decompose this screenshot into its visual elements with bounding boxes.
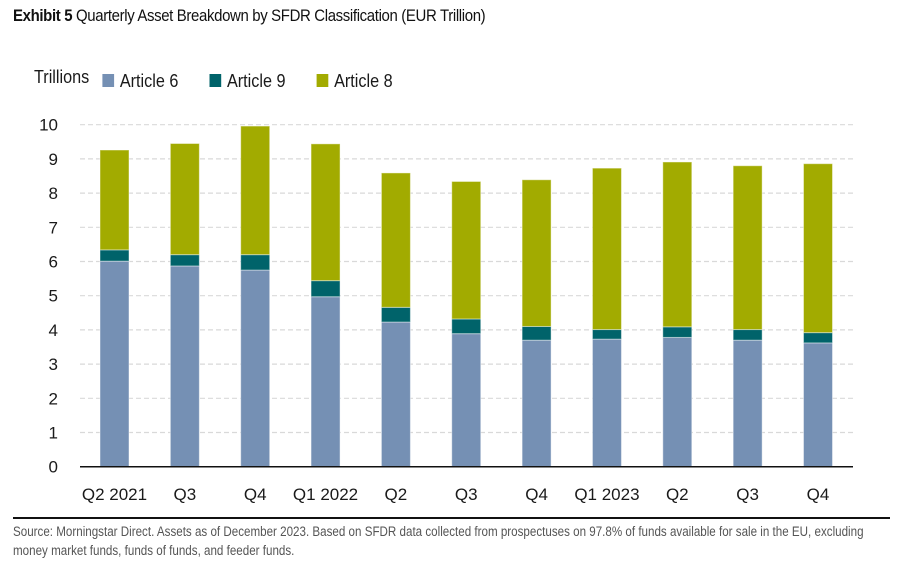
bar-segment-article-6 xyxy=(591,338,622,468)
y-tick-label: 7 xyxy=(49,218,58,237)
y-tick-label: 3 xyxy=(49,355,58,374)
bar-segment-article-9 xyxy=(310,280,341,298)
footer-divider xyxy=(13,517,890,519)
y-tick-label: 10 xyxy=(39,116,58,135)
bar-segment-article-6 xyxy=(380,321,411,468)
legend-item-article-9: Article 9 xyxy=(209,71,286,92)
bar-segment-article-8 xyxy=(380,172,411,308)
y-tick-label: 5 xyxy=(49,287,58,306)
bar-segment-article-6 xyxy=(310,296,341,468)
legend-swatch-article-8 xyxy=(317,74,329,87)
legend-swatch-article-6 xyxy=(102,74,115,87)
bar-segment-article-8 xyxy=(310,143,341,282)
y-axis-unit-label: Trillions xyxy=(34,67,90,87)
legend-label: Article 9 xyxy=(226,71,286,91)
stacked-bar-chart: 0 1 2 3 4 5 6 7 8 9 10 Q2 2021 Q3 Q4 Q1 2022 Q2 Q3 Q4 Q1 2… xyxy=(39,116,853,504)
bar-segment-article-8 xyxy=(732,165,763,331)
bar-segment-article-6 xyxy=(662,336,693,468)
bar-segment-article-8 xyxy=(451,180,482,320)
x-tick-label: Q2 2021 xyxy=(82,485,147,504)
x-tick-label: Q4 xyxy=(525,485,548,504)
x-tick-label: Q2 xyxy=(666,485,689,504)
y-tick-label: 1 xyxy=(49,424,58,443)
bar-segment-article-8 xyxy=(169,143,200,256)
bar-segment-article-8 xyxy=(240,125,271,256)
bar-segment-article-6 xyxy=(240,269,271,468)
bar-segment-article-9 xyxy=(732,329,763,341)
bar-segment-article-6 xyxy=(99,260,130,468)
x-tick-label: Q3 xyxy=(736,485,759,504)
bar-segment-article-6 xyxy=(521,339,552,468)
legend: Trillions Article 6 Article 9 Article 8 xyxy=(34,67,420,92)
bar-segment-article-9 xyxy=(521,325,552,341)
legend-label: Article 6 xyxy=(119,71,179,91)
bar-segment-article-9 xyxy=(169,254,200,267)
legend-item-article-6: Article 6 xyxy=(102,71,179,92)
bar-segment-article-8 xyxy=(662,161,693,328)
bar-segment-article-6 xyxy=(732,339,763,468)
legend-swatch-article-9 xyxy=(209,74,222,87)
source-note: Source: Morningstar Direct. Assets as of… xyxy=(13,524,864,558)
bar-segment-article-8 xyxy=(521,179,552,327)
bar-segment-article-8 xyxy=(591,167,622,331)
bar-segment-article-8 xyxy=(99,149,130,251)
y-tick-label: 8 xyxy=(49,184,58,203)
x-tick-label: Q1 2023 xyxy=(574,485,639,504)
title-text: Quarterly Asset Breakdown by SFDR Classi… xyxy=(75,6,486,25)
legend-item-article-8: Article 8 xyxy=(317,71,393,92)
bar-segment-article-9 xyxy=(380,306,411,323)
bar-segment-article-9 xyxy=(662,326,693,338)
x-tick-label: Q4 xyxy=(244,485,267,504)
y-tick-label: 0 xyxy=(49,458,58,477)
x-tick-label: Q1 2022 xyxy=(293,485,358,504)
legend-label: Article 8 xyxy=(334,71,393,91)
x-tick-label: Q3 xyxy=(174,485,197,504)
chart-title: Exhibit 5 Quarterly Asset Breakdown by S… xyxy=(13,6,486,26)
bar-segment-article-6 xyxy=(803,342,833,468)
y-tick-label: 6 xyxy=(49,253,58,272)
bar-segment-article-9 xyxy=(803,332,833,344)
bar-segment-article-8 xyxy=(803,163,833,334)
y-tick-label: 2 xyxy=(49,389,58,408)
bar-segment-article-6 xyxy=(169,265,200,468)
y-tick-label: 9 xyxy=(49,150,58,169)
y-tick-label: 4 xyxy=(49,321,58,340)
bar-segment-article-9 xyxy=(591,329,622,340)
x-tick-label: Q4 xyxy=(807,485,830,504)
bar-segment-article-9 xyxy=(240,254,271,271)
bar-segment-article-9 xyxy=(451,318,482,335)
x-tick-label: Q2 xyxy=(385,485,408,504)
bar-segment-article-6 xyxy=(451,333,482,468)
exhibit-label: Exhibit 5 xyxy=(13,6,73,25)
x-tick-label: Q3 xyxy=(455,485,478,504)
bar-segment-article-9 xyxy=(99,249,130,262)
